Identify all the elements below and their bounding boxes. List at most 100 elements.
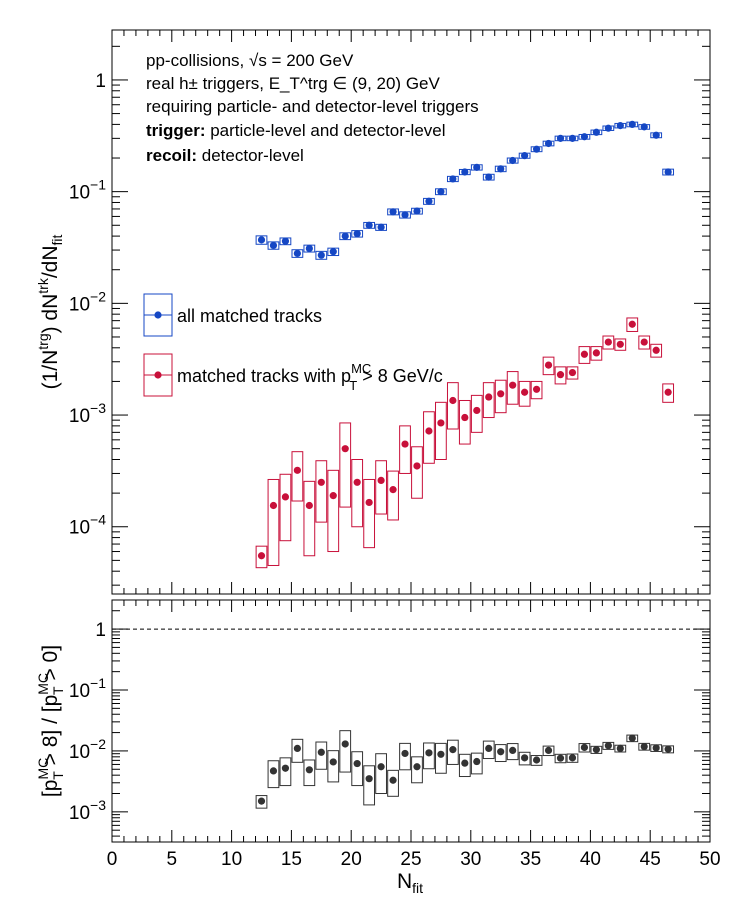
- ratio-point: [449, 746, 457, 754]
- lower-axis-ticks: 0 5 10 15 20 25 30 35 40 45 50 10−3 10−2 10−1 1: [69, 599, 721, 870]
- ratio-point: [556, 754, 565, 762]
- pt-cut-uncertainty-box: [351, 458, 364, 528]
- lower-series-layer: [255, 730, 675, 809]
- pt-cut-point: [257, 552, 266, 560]
- lower-panel: 0 5 10 15 20 25 30 35 40 45 50 10−3 10−2 10−1 1 [pMCT …: [35, 599, 721, 896]
- pt-cut-point: [353, 478, 361, 486]
- pt-cut-point: [413, 462, 421, 470]
- all-matched-point: [353, 230, 361, 238]
- annotation-line-3: requiring particle- and detector-level t…: [146, 97, 479, 116]
- y-tick-label: 10−2: [69, 736, 106, 763]
- ratio-uncertainty-box: [303, 759, 316, 787]
- pt-cut-point: [640, 338, 648, 346]
- all-matched-point: [664, 168, 672, 176]
- ratio-point: [413, 763, 421, 771]
- pt-cut-point: [365, 498, 373, 507]
- pt-cut-uncertainty-box: [267, 478, 280, 566]
- y-tick-label: 10−3: [69, 400, 106, 427]
- ratio-uncertainty-box: [351, 751, 364, 787]
- pt-cut-uncertainty-box: [650, 343, 663, 358]
- all-matched-point: [305, 244, 313, 253]
- x-tick-label: 45: [640, 849, 661, 870]
- pt-cut-point: [329, 492, 337, 500]
- annotation-line-4-bold: trigger:: [146, 121, 206, 140]
- pt-cut-uncertainty-box: [530, 380, 543, 400]
- pt-cut-point: [616, 340, 624, 348]
- annotation-line-4-rest: particle-level and detector-level: [206, 121, 446, 140]
- all-matched-point: [616, 122, 624, 130]
- all-matched-point: [329, 248, 337, 256]
- ratio-point: [568, 754, 577, 762]
- ratio-uncertainty-box: [411, 756, 423, 784]
- lower-y-axis-label: [pMCT > 8] / [pMCT > 0]: [35, 645, 66, 797]
- upper-y-axis-label: (1/Ntrg) dNtrk/dNfit: [35, 234, 65, 389]
- all-matched-point: [413, 207, 421, 215]
- pt-cut-uncertainty-box: [494, 379, 507, 414]
- all-matched-point: [640, 123, 648, 131]
- ratio-uncertainty-box: [530, 755, 543, 766]
- pt-cut-point: [509, 381, 517, 389]
- all-matched-point: [317, 251, 325, 259]
- pt-cut-uncertainty-box: [482, 382, 495, 419]
- legend-sub-t: T: [349, 378, 357, 393]
- pt-cut-uncertainty-box: [375, 460, 387, 515]
- pt-cut-uncertainty-box: [423, 411, 435, 464]
- x-tick-label: 30: [460, 849, 481, 870]
- all-matched-point: [532, 145, 541, 153]
- pt-cut-uncertainty-box: [518, 380, 531, 407]
- pt-cut-point: [281, 493, 290, 501]
- y-tick-label: 1: [95, 620, 106, 641]
- all-matched-point: [652, 131, 660, 139]
- ratio-uncertainty-box: [375, 753, 387, 795]
- y-tick-label: 10−1: [69, 675, 106, 702]
- pt-cut-point: [317, 478, 325, 486]
- pt-cut-point: [521, 388, 529, 396]
- ylabel-sup-trg: trg: [35, 333, 51, 349]
- annotation-line-1: pp-collisions, √s = 200 GeV: [146, 51, 354, 70]
- ratio-point: [377, 763, 385, 771]
- pt-cut-point: [437, 419, 445, 427]
- ratio-point: [521, 754, 529, 762]
- x-tick-label: 10: [221, 849, 242, 870]
- ratio-point: [592, 746, 600, 754]
- pt-cut-point: [305, 501, 313, 510]
- ratio-point: [580, 743, 589, 752]
- ratio-point: [365, 775, 373, 783]
- pt-cut-uncertainty-box: [279, 473, 292, 542]
- ratio-point: [497, 748, 505, 756]
- all-matched-uncertainty-box: [255, 235, 268, 245]
- pt-cut-uncertainty-box: [506, 371, 519, 405]
- all-matched-point: [628, 120, 636, 128]
- ratio-point: [664, 745, 672, 753]
- all-matched-point: [556, 134, 565, 142]
- pt-cut-uncertainty-box: [303, 480, 316, 557]
- x-tick-label: 25: [400, 849, 421, 870]
- all-matched-point: [269, 241, 278, 250]
- ratio-point: [640, 742, 648, 751]
- y-tick-label: 10−2: [69, 288, 106, 315]
- ratio-uncertainty-box: [542, 745, 555, 757]
- x-tick-label: 40: [580, 849, 601, 870]
- ratio-uncertainty-box: [363, 765, 376, 806]
- legend-entry-all-matched: all matched tracks: [143, 293, 322, 337]
- pt-cut-uncertainty-box: [602, 335, 615, 350]
- pt-cut-uncertainty-box: [614, 338, 627, 351]
- legend-sup-mc: MC: [351, 361, 371, 376]
- pt-cut-uncertainty-box: [590, 346, 603, 361]
- x-tick-label: 5: [167, 849, 178, 870]
- pt-cut-point: [652, 346, 660, 354]
- pt-cut-point: [580, 350, 589, 358]
- upper-axis-ticks: 10−4 10−3 10−2 10−1 1: [69, 30, 711, 594]
- pt-cut-uncertainty-box: [411, 446, 423, 499]
- all-matched-point: [293, 249, 301, 258]
- ratio-point: [389, 776, 397, 784]
- all-matched-point: [521, 152, 529, 160]
- ratio-point: [341, 740, 349, 748]
- pt-cut-point: [664, 388, 672, 396]
- ratio-point: [473, 757, 481, 766]
- annotation-line-2: real h± triggers, E_T^trg ∈ (9, 20) GeV: [146, 74, 440, 93]
- annotation-line-4: trigger: particle-level and detector-lev…: [146, 121, 446, 140]
- all-matched-point: [425, 197, 433, 205]
- ratio-uncertainty-box: [255, 795, 268, 809]
